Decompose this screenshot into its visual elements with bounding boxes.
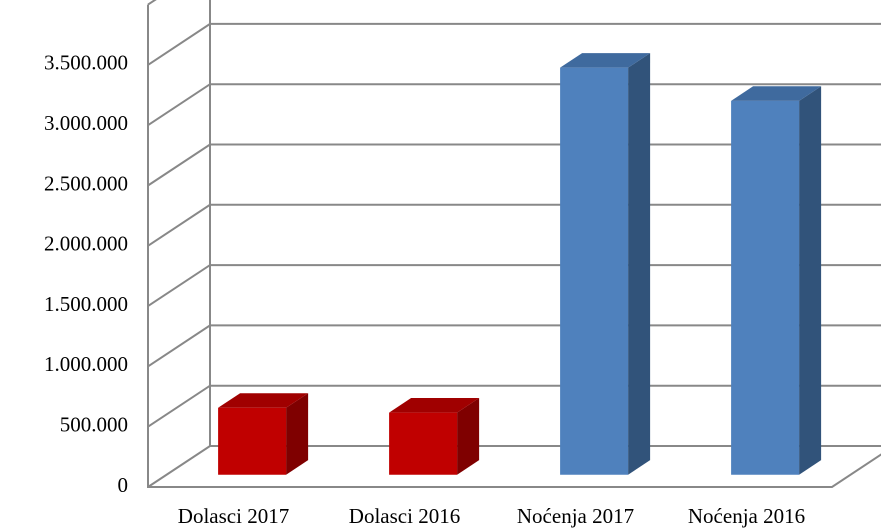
y-tick-label: 1.000.000 (44, 352, 128, 376)
bar-front (389, 412, 458, 475)
y-tick-label: 2.500.000 (44, 171, 128, 195)
grid-line (147, 83, 881, 127)
bar (389, 398, 480, 475)
x-tick-label: Dolasci 2016 (349, 504, 460, 528)
bar-front (560, 67, 629, 475)
y-tick-label: 3.000.000 (44, 111, 128, 135)
bar-front (218, 407, 287, 475)
wall-edge (147, 0, 157, 6)
bar (731, 86, 822, 475)
bar-front (731, 100, 800, 475)
y-tick-label: 3.500.000 (44, 51, 128, 75)
bar-side (799, 86, 822, 475)
x-tick-label: Noćenja 2017 (517, 504, 634, 528)
bar-top (218, 393, 309, 408)
bar-side (457, 398, 480, 475)
bar-side (628, 53, 651, 475)
bar (560, 53, 651, 475)
y-tick-label: 1.500.000 (44, 292, 128, 316)
y-tick-label: 500.000 (60, 413, 128, 437)
bar-side (286, 393, 309, 475)
bar-top (560, 53, 651, 68)
bar-top (731, 86, 822, 101)
x-tick-label: Noćenja 2016 (688, 504, 805, 528)
y-tick-label: 0 (118, 473, 129, 497)
bar-top (389, 398, 480, 413)
bar (218, 393, 309, 475)
y-tick-label: 2.000.000 (44, 232, 128, 256)
grid-line (147, 22, 881, 66)
x-tick-label: Dolasci 2017 (178, 504, 289, 528)
